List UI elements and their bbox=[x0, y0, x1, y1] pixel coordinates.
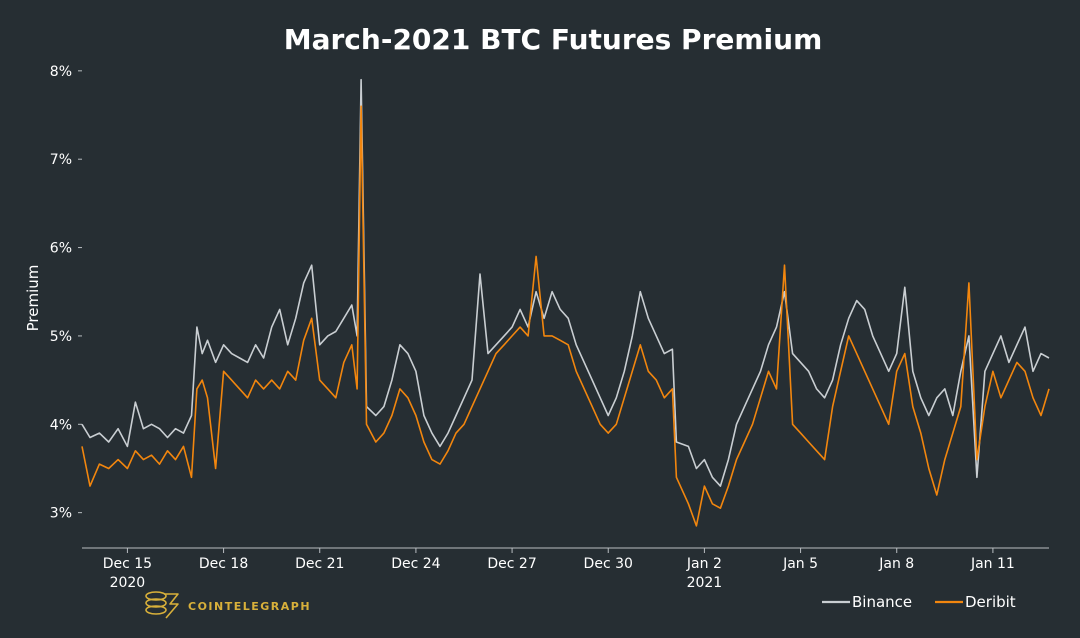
y-tick-label: 7% bbox=[50, 152, 72, 168]
x-tick-label: Dec 24 bbox=[391, 556, 440, 572]
x-tick-label: Dec 18 bbox=[199, 556, 248, 572]
y-axis: 3% 4% 5% 6% 7% 8% bbox=[50, 64, 82, 522]
x-tick-label: Jan 5 bbox=[782, 556, 818, 572]
coins-icon bbox=[145, 591, 179, 619]
chart-title: March-2021 BTC Futures Premium bbox=[284, 23, 823, 56]
x-tick-label: Jan 11 bbox=[970, 556, 1015, 572]
legend-label-deribit: Deribit bbox=[965, 593, 1016, 611]
x-tick-label: Dec 30 bbox=[584, 556, 633, 572]
y-tick-label: 6% bbox=[50, 241, 72, 257]
x-tick-label: Dec 21 bbox=[295, 556, 344, 572]
x-tick-year-label: 2021 bbox=[687, 575, 723, 591]
x-tick-label: Dec 15 bbox=[103, 556, 152, 572]
y-tick-label: 8% bbox=[50, 64, 72, 80]
x-tick-label: Jan 2 bbox=[686, 556, 722, 572]
series-line-binance bbox=[81, 78, 1050, 487]
series-line-deribit bbox=[81, 105, 1050, 527]
x-tick-year-label: 2020 bbox=[110, 575, 146, 591]
y-tick-label: 3% bbox=[50, 506, 72, 522]
series-lines bbox=[81, 78, 1050, 527]
y-tick-label: 5% bbox=[50, 329, 72, 345]
y-axis-label: Premium bbox=[24, 265, 42, 332]
cointelegraph-logo-text: COINTELEGRAPH bbox=[188, 600, 311, 613]
legend: Binance Deribit bbox=[822, 593, 1016, 611]
x-axis: Dec 15 2020 Dec 18 Dec 21 Dec 24 Dec 27 Dec 30… bbox=[82, 547, 1049, 591]
cointelegraph-logo[interactable]: COINTELEGRAPH bbox=[145, 591, 311, 619]
y-tick-label: 4% bbox=[50, 417, 72, 433]
x-tick-label: Jan 8 bbox=[878, 556, 914, 572]
x-tick-label: Dec 27 bbox=[487, 556, 536, 572]
legend-label-binance: Binance bbox=[852, 593, 912, 611]
